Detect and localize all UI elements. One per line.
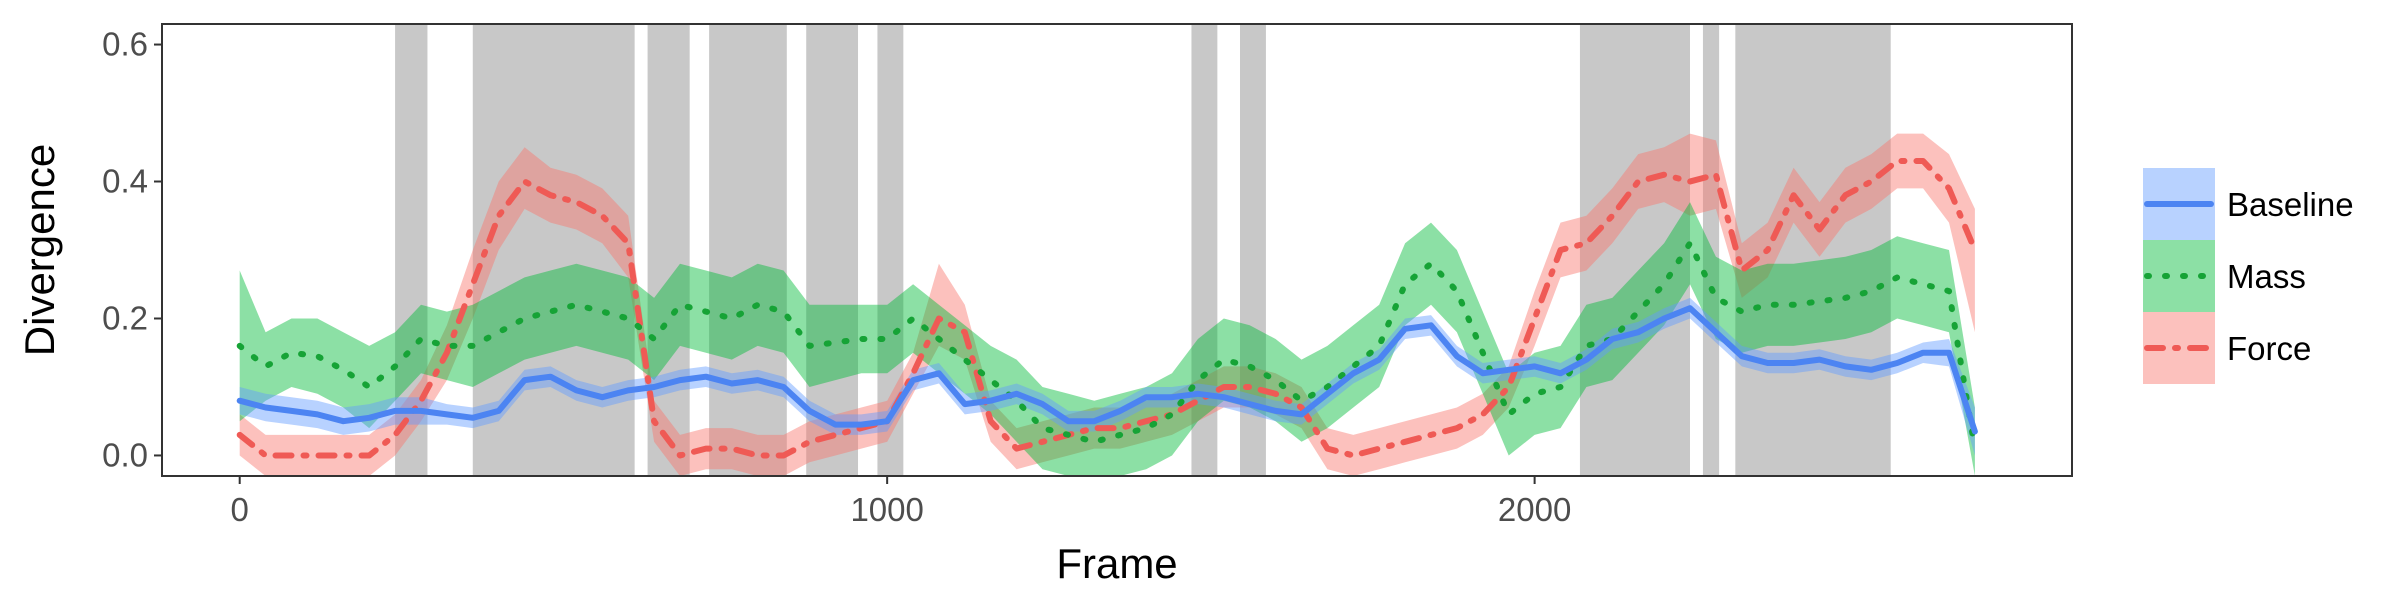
shaded-interval <box>709 24 787 476</box>
series-ribbon-mass <box>239 202 1975 476</box>
legend-label-mass: Mass <box>2227 258 2306 295</box>
legend-label-force: Force <box>2227 330 2311 367</box>
shaded-interval <box>1702 24 1720 476</box>
legend-item-mass: Mass <box>2143 240 2306 312</box>
legend: Baseline Mass Force <box>2143 168 2354 384</box>
legend-label-baseline: Baseline <box>2227 186 2354 223</box>
shaded-interval <box>806 24 859 476</box>
series-ribbon-force <box>239 133 1975 476</box>
y-tick-label: 0.6 <box>102 26 148 63</box>
x-axis: 0 1000 2000 <box>231 476 1571 528</box>
series-ribbon-baseline <box>239 297 1975 456</box>
y-tick-label: 0.4 <box>102 163 148 200</box>
x-axis-title: Frame <box>1056 540 1177 587</box>
shaded-interval <box>1735 24 1891 476</box>
x-tick-label: 0 <box>231 491 249 528</box>
legend-item-force: Force <box>2143 312 2311 384</box>
confidence-ribbons <box>239 133 1975 476</box>
series-line-baseline <box>236 305 1978 435</box>
shaded-interval <box>647 24 690 476</box>
y-axis-title: Divergence <box>16 144 63 356</box>
x-tick-label: 2000 <box>1498 491 1571 528</box>
series-line-force <box>236 158 1978 459</box>
shaded-interval <box>472 24 635 476</box>
plot-panel-border <box>161 23 2073 477</box>
series-lines <box>236 158 1978 459</box>
y-tick-label: 0.0 <box>102 436 148 473</box>
y-tick-label: 0.2 <box>102 299 148 336</box>
shaded-intervals <box>395 24 1891 476</box>
y-axis: 0.0 0.2 0.4 0.6 <box>102 26 162 473</box>
shaded-interval <box>1579 24 1690 476</box>
x-tick-label: 1000 <box>850 491 923 528</box>
legend-item-baseline: Baseline <box>2143 168 2354 240</box>
